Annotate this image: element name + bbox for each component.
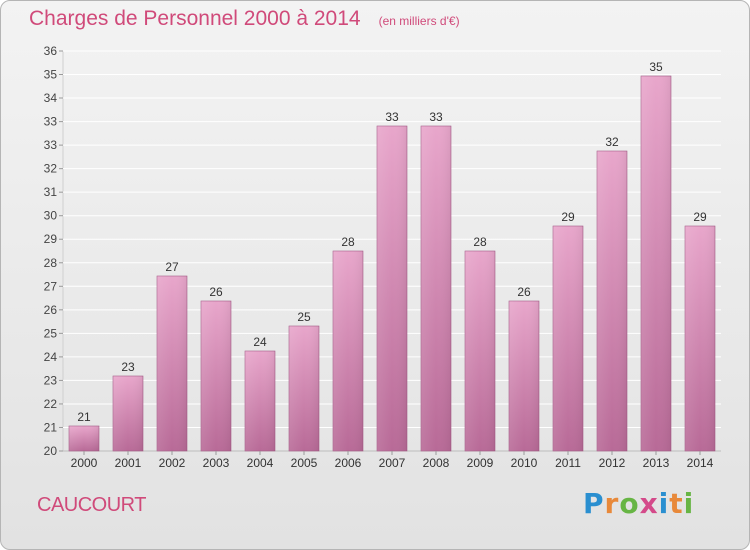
bar-shine: [245, 351, 275, 451]
data-label: 21: [77, 410, 91, 424]
data-label: 28: [473, 235, 487, 249]
x-tick-label: 2011: [555, 456, 581, 470]
x-tick-label: 2012: [599, 456, 626, 470]
bar-shine: [465, 251, 495, 451]
y-tick-label: 31: [44, 185, 58, 199]
x-tick-label: 2008: [423, 456, 450, 470]
data-label: 29: [693, 210, 707, 224]
x-tick-label: 2009: [467, 456, 494, 470]
bar-shine: [157, 276, 187, 451]
y-tick-label: 27: [44, 279, 58, 293]
y-tick-label: 34: [44, 91, 58, 105]
data-label: 33: [429, 110, 443, 124]
bar-shine: [201, 301, 231, 451]
y-tick-label: 32: [44, 162, 58, 176]
y-tick-label: 23: [44, 373, 58, 387]
proxiti-logo[interactable]: Proxiti: [583, 487, 695, 520]
data-label: 27: [165, 260, 179, 274]
y-tick-label: 35: [44, 68, 58, 82]
x-tick-label: 2013: [643, 456, 670, 470]
chart-title: Charges de Personnel 2000 à 2014 (en mill…: [29, 7, 460, 31]
bar-shine: [113, 376, 143, 451]
chart-title-text: Charges de Personnel 2000 à 2014: [29, 7, 361, 30]
data-label: 29: [561, 210, 575, 224]
x-tick-label: 2014: [687, 456, 714, 470]
y-tick-label: 33: [44, 138, 58, 152]
y-tick-label: 36: [44, 44, 58, 58]
x-tick-label: 2005: [291, 456, 318, 470]
bar-shine: [553, 226, 583, 451]
x-tick-label: 2004: [247, 456, 274, 470]
chart-subtitle: (en milliers d'€): [378, 14, 460, 28]
bar-shine: [597, 151, 627, 451]
data-label: 26: [209, 285, 223, 299]
x-tick-label: 2003: [203, 456, 230, 470]
y-tick-label: 20: [44, 444, 58, 458]
data-label: 35: [649, 60, 663, 74]
data-label: 32: [605, 135, 619, 149]
data-label: 23: [121, 360, 135, 374]
y-tick-label: 22: [44, 397, 58, 411]
bar-shine: [69, 426, 99, 451]
bar-shine: [685, 226, 715, 451]
data-label: 28: [341, 235, 355, 249]
x-tick-label: 2000: [71, 456, 98, 470]
y-tick-label: 30: [44, 209, 58, 223]
data-label: 24: [253, 335, 267, 349]
x-tick-label: 2010: [511, 456, 538, 470]
y-tick-label: 26: [44, 303, 58, 317]
x-tick-label: 2006: [335, 456, 362, 470]
data-label: 25: [297, 310, 311, 324]
data-label: 26: [517, 285, 531, 299]
bar-shine: [509, 301, 539, 451]
y-tick-label: 21: [44, 420, 58, 434]
y-tick-label: 24: [44, 350, 58, 364]
commune-name: CAUCOURT: [37, 494, 146, 516]
y-tick-label: 33: [44, 115, 58, 129]
bar-shine: [333, 251, 363, 451]
bar-shine: [421, 126, 451, 451]
x-tick-label: 2007: [379, 456, 406, 470]
bar-shine: [289, 326, 319, 451]
x-tick-label: 2002: [159, 456, 186, 470]
y-tick-label: 29: [44, 232, 58, 246]
x-tick-label: 2001: [115, 456, 142, 470]
data-label: 33: [385, 110, 399, 124]
y-tick-label: 25: [44, 326, 58, 340]
bar-shine: [641, 76, 671, 451]
y-tick-label: 28: [44, 256, 58, 270]
bar-shine: [377, 126, 407, 451]
